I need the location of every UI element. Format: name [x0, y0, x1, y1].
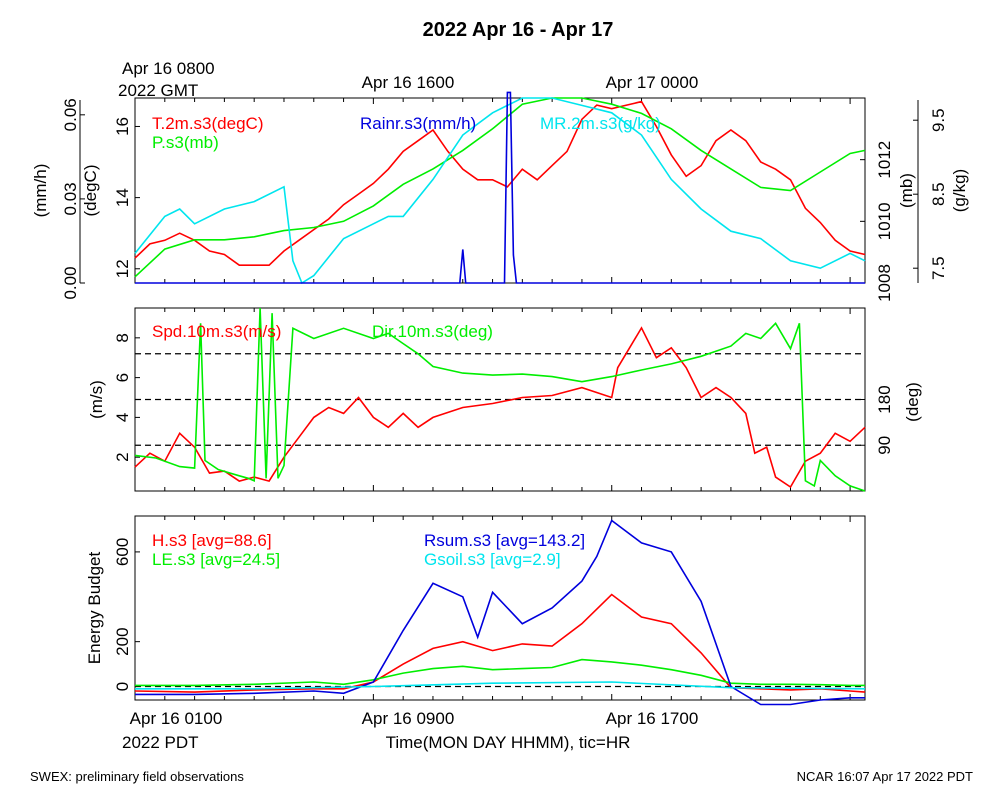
top-axis-label-3: (g/kg): [950, 169, 969, 212]
utc-label-1: Apr 16 0800: [122, 59, 215, 78]
middle-series-line-1: [134, 307, 866, 492]
bottom-tick-label-0: Apr 16 0100: [130, 709, 223, 728]
top-axis-tick-label-1: 16: [113, 117, 132, 136]
top-tick-label-1: Apr 16 1600: [362, 73, 455, 92]
chart-title: 2022 Apr 16 - Apr 17: [423, 19, 614, 41]
top-axis-tick-label-0: 0.06: [61, 98, 80, 131]
bottom-legend-entry: Gsoil.s3 [avg=2.9]: [424, 550, 561, 569]
middle-left-tick-label: 6: [113, 373, 132, 382]
top-legend-entry: Rainr.s3(mm/h): [360, 114, 476, 133]
bottom-series-line-1: [135, 658, 865, 687]
top-axis-tick-label-2: 1010: [875, 202, 894, 240]
utc-label-2: 2022 GMT: [118, 81, 198, 100]
middle-left-tick-label: 2: [113, 452, 132, 461]
bottom-left-tick-label: 200: [113, 627, 132, 655]
top-axis-label-1: (degC): [81, 165, 100, 217]
middle-legend-entry: Dir.10m.s3(deg): [372, 322, 493, 341]
footer-left: SWEX: preliminary field observations: [30, 769, 244, 784]
x-axis-label: Time(MON DAY HHMM), tic=HR: [386, 733, 631, 752]
top-axis-tick-label-2: 1012: [875, 141, 894, 179]
bottom-legend-entry: Rsum.s3 [avg=143.2]: [424, 531, 585, 550]
bottom-left-tick-label: 0: [113, 682, 132, 691]
footer-right: NCAR 16:07 Apr 17 2022 PDT: [797, 769, 973, 784]
bottom-series-line-3: [135, 681, 866, 690]
top-axis-tick-label-3: 9.5: [929, 108, 948, 132]
bottom-tick-label-1: Apr 16 0900: [362, 709, 455, 728]
top-legend-entry: MR.2m.s3(g/kg): [540, 114, 661, 133]
top-axis-label-2: (mb): [897, 173, 916, 208]
bottom-legend-entry: H.s3 [avg=88.6]: [152, 531, 272, 550]
bottom-left-tick-label: 600: [113, 538, 132, 566]
top-axis-label-0: (mm/h): [31, 164, 50, 218]
top-series-line-2: [134, 97, 866, 285]
top-axis-tick-label-3: 8.5: [929, 182, 948, 206]
middle-right-axis-label: (deg): [903, 382, 922, 422]
bottom-axis-label: Energy Budget: [85, 551, 104, 664]
top-axis-tick-label-0: 0.00: [61, 266, 80, 299]
top-legend-entry: P.s3(mb): [152, 133, 219, 152]
bottom-legend-entry: LE.s3 [avg=24.5]: [152, 550, 280, 569]
bottom-series-line-2: [135, 519, 865, 706]
panel-bottom: 0 200 600 Energy Budget H.s3 [avg=88.6]LE.s3…: [85, 515, 866, 706]
bottom-local-label-2: 2022 PDT: [122, 733, 199, 752]
top-axis-tick-label-2: 1008: [875, 264, 894, 302]
top-series-line-0: [134, 100, 866, 267]
panel-top: 0.00 0.03 0.06 (mm/h) 12 14 16 (degC) 1008 1010 10…: [31, 91, 969, 302]
bottom-series-line-0: [134, 593, 866, 693]
top-axis-tick-label-3: 7.5: [929, 256, 948, 280]
middle-left-axis-label: (m/s): [87, 380, 106, 419]
middle-left-tick-label: 8: [113, 333, 132, 342]
middle-right-tick-label: 180: [875, 385, 894, 413]
top-axis-tick-label-1: 12: [113, 259, 132, 278]
top-axis-tick-label-0: 0.03: [61, 182, 80, 215]
panel-middle: 2 4 6 8 (m/s) 90 180 (deg) Spd.10m.s3(m/s) Dir.10…: [87, 307, 922, 492]
middle-series-line-0: [134, 326, 866, 489]
top-series-line-3: [135, 91, 865, 284]
bottom-tick-label-2: Apr 16 1700: [606, 709, 699, 728]
top-axis-tick-label-1: 14: [113, 188, 132, 207]
top-tick-label-2: Apr 17 0000: [606, 73, 699, 92]
middle-left-tick-label: 4: [113, 413, 132, 422]
top-legend-entry: T.2m.s3(degC): [152, 114, 263, 133]
middle-right-tick-label: 90: [875, 436, 894, 455]
middle-legend-entry: Spd.10m.s3(m/s): [152, 322, 281, 341]
bottom-panel-frame: [134, 515, 866, 701]
